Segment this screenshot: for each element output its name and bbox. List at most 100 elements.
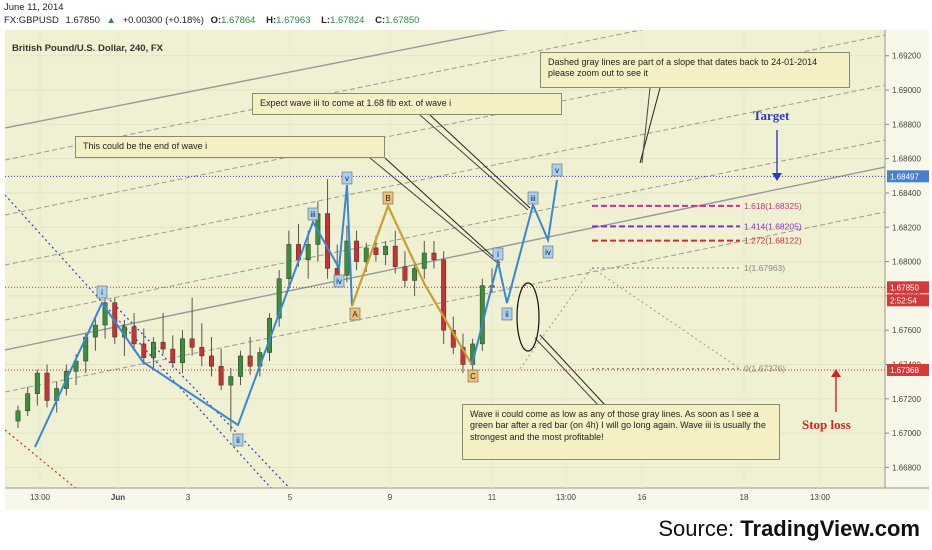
candle [238,350,243,386]
wave-label: ii [232,433,244,447]
target-label: Target [753,108,790,123]
candle-body [363,247,369,262]
note-pointer [384,157,501,264]
y-tick-label: 1.67600 [892,326,921,335]
candle [218,349,224,391]
candle-body [34,372,40,394]
candle [383,240,389,266]
wave-label: C [467,369,479,383]
x-tick-label: 16 [638,493,647,502]
candle-body [150,341,156,358]
note-pointer [534,337,599,406]
candle-body [209,355,214,367]
candle-body [412,268,418,281]
candle [92,318,98,351]
y-tick-label: 1.68600 [892,155,921,164]
candle-body [325,213,331,269]
x-tick-label: 13:00 [556,493,577,502]
candle-body [218,365,224,386]
fib-level-label: 1(1.67963) [744,263,785,273]
note-pointer [369,157,501,266]
fib-level-label: 1.618(1.68325) [744,201,802,211]
stop-arrow-head-icon [831,369,841,377]
channel-line-blue [109,299,291,488]
candle [325,179,331,279]
stop-price-tag: 1.67368 [887,363,929,376]
candle [199,323,205,367]
note-wave-iii: Expect wave iii to come at 1.68 fib ext.… [252,93,562,115]
source-credit: Source: TradingView.com [658,516,920,541]
y-tick-label: 1.67200 [892,395,921,404]
candle [305,230,311,279]
svg-text:B: B [385,194,390,203]
candle-body [92,324,98,338]
candle [25,386,31,416]
trend-line-solid [5,166,885,351]
candle-body [170,348,176,364]
candle-body [373,247,379,255]
wave-label: iii [307,207,319,221]
y-tick-label: 1.69000 [892,86,921,95]
svg-text:iv: iv [336,277,342,286]
candle-body [460,347,466,365]
candle [412,261,418,296]
svg-text:iii: iii [530,194,536,203]
fib-level-label: 0(1.67376) [744,364,785,374]
y-tick-label: 1.68000 [892,258,921,267]
x-tick-label: 3 [186,493,191,502]
chart-title: British Pound/U.S. Dollar, 240, FX [12,43,164,54]
candle-body [441,259,447,331]
svg-text:1.67850: 1.67850 [890,283,919,292]
trend-line-dashed [5,139,885,321]
countdown-tag: 2:52:54 [887,294,929,307]
current-price-tag: 1.67850 [887,281,929,294]
candle [141,328,147,365]
svg-text:i: i [101,288,103,297]
candle [276,270,282,327]
time-axis [5,488,929,510]
y-tick-label: 1.67000 [892,429,921,438]
candle [160,313,166,355]
candle-body [431,252,437,261]
x-tick-label: 5 [288,493,293,502]
candle-body [286,244,292,279]
price-change: +0.00300 (+0.18%) [122,15,204,26]
up-arrow-icon: ▲ [106,15,116,26]
candle-body [189,338,195,348]
fib-level-label: 1.414(1.68205) [744,221,802,231]
note-pointer [641,87,651,164]
note-pointer [429,114,531,209]
x-tick-label: 13:00 [810,493,831,502]
price-axis [885,30,929,488]
candle [131,313,137,351]
candle-body [344,240,350,276]
candle [15,405,21,428]
trend-line-dashed [5,30,644,161]
candle [209,337,214,377]
channel-line-blue [5,194,272,488]
stop-loss-label: Stop loss [802,417,851,432]
last-price: 1.67850 [65,15,100,26]
x-tick-label: 13:00 [30,493,51,502]
candle [354,230,360,271]
candle [179,330,185,374]
note-pointer [539,334,606,406]
wave-label: i [492,247,504,261]
quote-bar: FX:GBPUSD 1.67850 ▲ +0.00300 (+0.18%) O:… [4,15,427,26]
candle-body [354,240,360,262]
svg-text:1.68497: 1.68497 [890,172,919,181]
svg-text:2:52:54: 2:52:54 [890,296,917,305]
chart-date: June 11, 2014 [4,2,64,13]
wave-label: v [341,171,353,185]
candle-body [228,376,234,386]
open-label: O: [210,15,222,26]
candle [286,230,292,288]
svg-text:ii: ii [236,436,240,445]
wave-label: i [96,285,108,299]
svg-text:C: C [470,372,476,381]
wave-label: A [349,307,361,321]
candle [441,251,447,344]
svg-text:ii: ii [505,310,509,319]
abc-wave-orange [351,203,473,366]
